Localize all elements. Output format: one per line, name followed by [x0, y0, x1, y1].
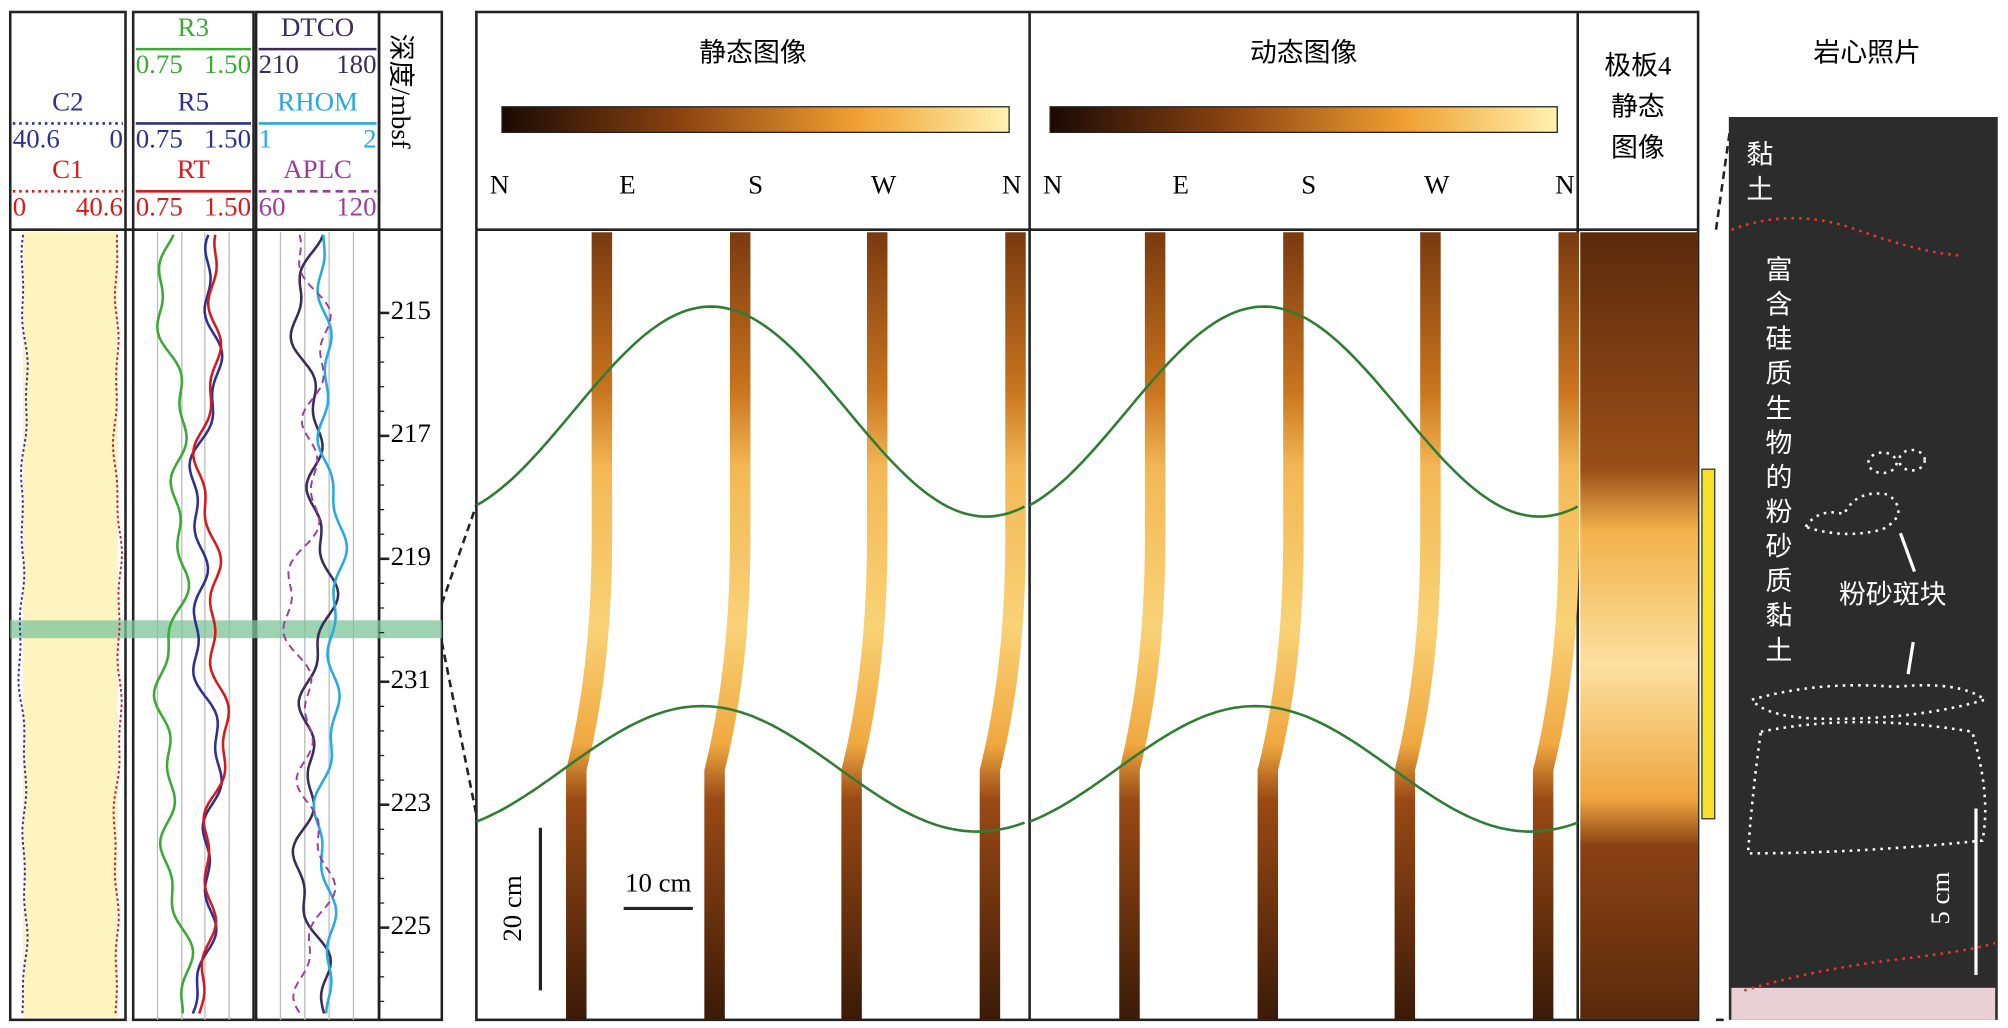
sinusoid: [1028, 305, 1579, 518]
image-strip: [841, 232, 888, 1020]
curve-name: R3: [178, 12, 209, 42]
core-photo: [1728, 117, 1998, 1020]
depth-tick-label: 223: [391, 787, 431, 817]
scale-min: 1: [259, 124, 272, 154]
pad-title: 极板4: [1604, 51, 1672, 81]
direction-label: W: [871, 170, 897, 200]
curve-name: C2: [52, 86, 83, 116]
depth-tick-label: 225: [391, 910, 431, 940]
direction-label: N: [490, 170, 509, 200]
scale-min: 0.75: [136, 124, 183, 154]
image-strip: [1119, 232, 1166, 1020]
colorbar: [501, 106, 1010, 134]
scale-max: 180: [336, 49, 376, 79]
pad-title: 图像: [1611, 132, 1665, 162]
scale-max: 1.50: [204, 49, 251, 79]
core-label: 黏土: [1742, 140, 1772, 209]
direction-label: W: [1424, 170, 1450, 200]
image-strip: [566, 232, 613, 1020]
sinusoid: [1029, 704, 1579, 833]
scale-max: 1.50: [204, 191, 251, 221]
scale-max: 120: [336, 191, 376, 221]
scale-max: 0: [110, 124, 123, 154]
depth-tick-label: 215: [391, 295, 431, 325]
image-title: 动态图像: [1250, 38, 1358, 68]
log-curve: [191, 234, 231, 1014]
core-label-tape: [1731, 987, 1996, 1020]
scale-label: 10 cm: [625, 868, 692, 898]
direction-label: S: [748, 170, 763, 200]
depth-tick-label: 217: [391, 418, 431, 448]
log-curve: [17, 234, 29, 1014]
depth-label: 深度/mbsf: [386, 34, 416, 149]
direction-label: N: [1002, 170, 1021, 200]
core-annotation: 粉砂斑块: [1839, 579, 1947, 609]
sinusoid: [475, 305, 1026, 518]
scale-min: 0: [13, 191, 26, 221]
pad-image: [1580, 232, 1699, 1019]
colorbar: [1049, 106, 1558, 134]
core-outlines: [1730, 216, 1996, 992]
core-scale-label: 5 cm: [1925, 872, 1955, 925]
direction-label: S: [1301, 170, 1316, 200]
image-strip: [1532, 232, 1579, 1020]
direction-label: N: [1043, 170, 1062, 200]
scale-max: 2: [363, 124, 376, 154]
image-strip: [979, 232, 1026, 1020]
core-label: 富含硅质生物的粉砂质黏土: [1761, 255, 1791, 670]
image-strip: [1394, 232, 1441, 1020]
scale-min: 0.75: [136, 191, 183, 221]
scale-max: 1.50: [204, 124, 251, 154]
curve-name: R5: [178, 86, 209, 116]
direction-label: N: [1555, 170, 1574, 200]
image-strip: [704, 232, 751, 1020]
log-curve: [152, 234, 195, 1014]
curve-name: RT: [177, 154, 210, 184]
scale-min: 210: [259, 49, 299, 79]
scale-min: 40.6: [13, 124, 60, 154]
core-title: 岩心照片: [1813, 38, 1921, 68]
log-curve: [282, 234, 337, 1014]
direction-label: E: [1173, 170, 1189, 200]
log-curve: [312, 234, 349, 1014]
log-curve: [111, 234, 123, 1014]
curve-name: APLC: [283, 154, 352, 184]
core-arrows: [1898, 532, 1917, 675]
scale-max: 40.6: [76, 191, 123, 221]
image-title: 静态图像: [699, 38, 807, 68]
scale-label: 20 cm: [497, 875, 527, 942]
scale-min: 60: [259, 191, 286, 221]
direction-label: E: [619, 170, 635, 200]
image-strip: [1257, 232, 1304, 1020]
pad-title: 静态: [1611, 91, 1665, 121]
log-curve: [289, 234, 340, 1014]
scale-min: 0.75: [136, 49, 183, 79]
depth-tick-label: 231: [391, 664, 431, 694]
depth-tick-label: 219: [391, 541, 431, 571]
sinusoid: [475, 704, 1025, 833]
curve-name: C1: [52, 154, 83, 184]
frames: [8, 10, 1700, 1022]
core-interval: [1701, 468, 1716, 820]
curve-name: DTCO: [281, 12, 354, 42]
curve-name: RHOM: [277, 86, 358, 116]
highlight-band: [10, 620, 442, 639]
